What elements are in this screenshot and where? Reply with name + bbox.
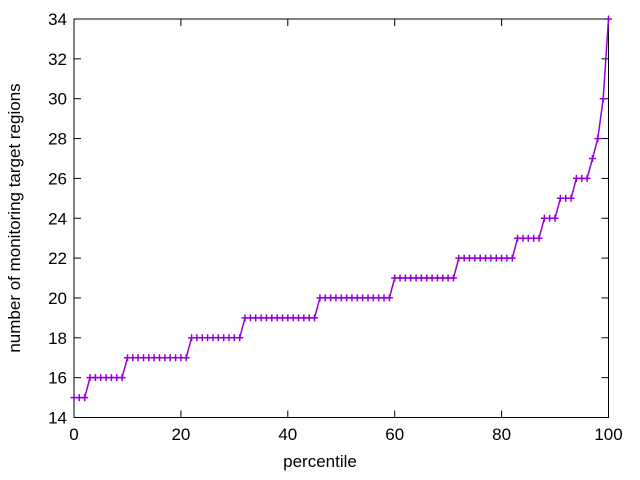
y-tick-label: 32 <box>48 50 67 69</box>
y-tick-label: 14 <box>48 409 67 428</box>
y-tick-label: 30 <box>48 90 67 109</box>
y-tick-label: 34 <box>48 10 67 29</box>
y-axis-title: number of monitoring target regions <box>5 83 24 353</box>
y-tick-label: 26 <box>48 169 67 188</box>
y-tick-label: 20 <box>48 289 67 308</box>
data-point-markers <box>70 15 612 402</box>
y-tick-label: 22 <box>48 249 67 268</box>
x-tick-labels: 0 20 40 60 80 100 <box>69 425 622 444</box>
x-tick-label: 0 <box>69 425 78 444</box>
data-series-line <box>74 18 610 399</box>
x-axis-title: percentile <box>283 452 357 471</box>
y-tick-label: 18 <box>48 329 67 348</box>
x-tick-label: 80 <box>492 425 511 444</box>
y-tick-label: 28 <box>48 130 67 149</box>
x-tick-label: 60 <box>385 425 404 444</box>
y-tick-labels: 14 16 18 20 22 24 26 28 30 32 34 <box>48 10 67 428</box>
x-tick-label: 100 <box>594 425 622 444</box>
y-tick-label: 24 <box>48 209 67 228</box>
y-tick-label: 16 <box>48 369 67 388</box>
x-tick-label: 40 <box>278 425 297 444</box>
x-tick-label: 20 <box>171 425 190 444</box>
